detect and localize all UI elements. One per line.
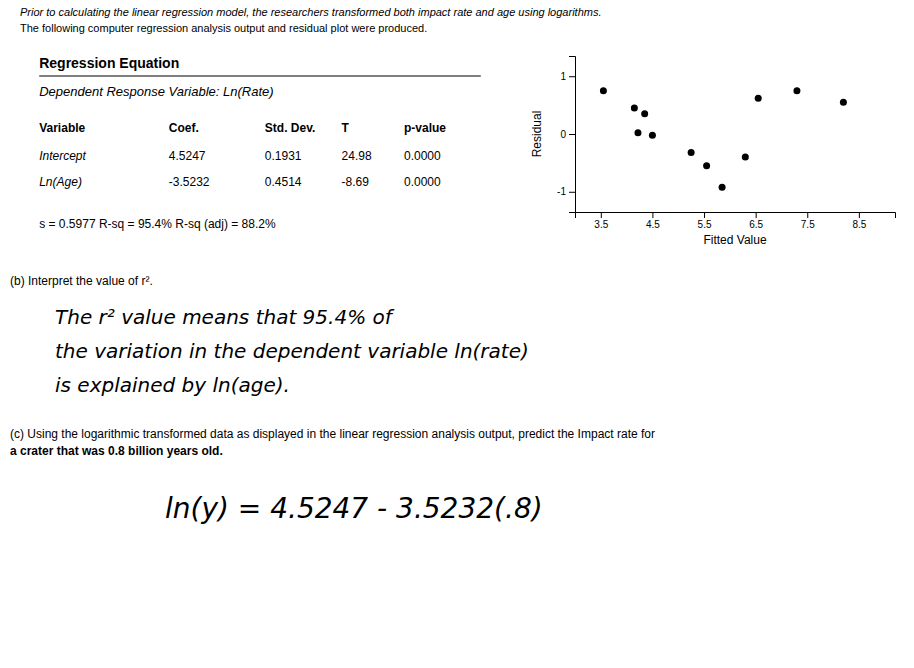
- tick: 4.5: [646, 212, 660, 230]
- question-part: (c) Using the logarithmic transformed da…: [10, 427, 655, 525]
- table-footer: s = 0.5977 R-sq = 95.4% R-sq (adj) = 88.…: [39, 217, 276, 231]
- tick-mark: [569, 192, 575, 193]
- title-underline: [39, 75, 481, 76]
- question-part: (b) Interpret the value of r². The r² val…: [10, 274, 529, 397]
- point: [631, 105, 638, 112]
- table-cell: Ln(Age): [39, 175, 82, 189]
- tick: 8.5: [852, 212, 866, 230]
- tick-label: 5.5: [698, 219, 712, 230]
- table-header: p-value: [404, 121, 446, 135]
- point: [742, 154, 749, 161]
- table-header: Coef.: [169, 121, 199, 135]
- tick: 0: [560, 129, 575, 140]
- axis-line: [569, 57, 576, 213]
- header-text: The following computer regression analys…: [20, 22, 427, 34]
- table-subtitle: Dependent Response Variable: Ln(Rate): [39, 84, 273, 99]
- tick-mark: [756, 212, 757, 218]
- table-cell: 0.4514: [265, 175, 302, 189]
- tick-label: 0: [560, 129, 566, 140]
- axis-line: [576, 213, 896, 219]
- residual-plot: 3.5 4.5 5.5 6.5 7.5 8.5 -1 0 1 Fitted Value Residu…: [530, 57, 896, 248]
- tick-mark: [652, 212, 653, 218]
- point: [755, 95, 762, 102]
- table-cell: 0.1931: [265, 149, 302, 163]
- y-axis-title: Residual: [530, 111, 544, 158]
- tick-label: 1: [560, 71, 566, 82]
- handwritten-answer: ln(y) = 4.5247 - 3.5232(.8): [165, 492, 543, 525]
- point: [649, 132, 656, 139]
- tick-label: -1: [557, 186, 566, 197]
- tick-mark: [569, 76, 575, 77]
- table-title: Regression Equation: [39, 55, 179, 71]
- table-cell: -8.69: [342, 175, 370, 189]
- point: [840, 99, 847, 106]
- point: [719, 184, 726, 191]
- figure: Prior to calculating the linear regressi…: [0, 0, 914, 668]
- tick-label: 3.5: [594, 219, 608, 230]
- table-header: Std. Dev.: [265, 121, 315, 135]
- tick-label: 7.5: [801, 219, 815, 230]
- header: Prior to calculating the linear regressi…: [20, 6, 601, 34]
- tick-mark: [807, 212, 808, 218]
- y-axis: -1 0 1: [557, 57, 575, 213]
- table-header: Variable: [39, 121, 85, 135]
- tick: -1: [557, 186, 575, 197]
- tick-label: 8.5: [852, 219, 866, 230]
- tick: 6.5: [749, 212, 763, 230]
- table-cell: 0.0000: [404, 149, 441, 163]
- point: [688, 149, 695, 156]
- tick-mark: [569, 134, 575, 135]
- x-axis: 3.5 4.5 5.5 6.5 7.5 8.5: [576, 212, 896, 230]
- tick: 7.5: [801, 212, 815, 230]
- point: [634, 129, 641, 136]
- question-label: (c) Using the logarithmic transformed da…: [10, 427, 655, 441]
- table-cell: Intercept: [39, 149, 86, 163]
- point: [641, 110, 648, 117]
- tick-mark: [601, 212, 602, 218]
- table-cell: 0.0000: [404, 175, 441, 189]
- point: [793, 87, 800, 94]
- table-cell: 24.98: [342, 149, 372, 163]
- tick: 1: [560, 71, 575, 82]
- tick-label: 6.5: [749, 219, 763, 230]
- table-cell: -3.5232: [169, 175, 210, 189]
- regression-table: Regression Equation Dependent Response Va…: [39, 55, 481, 231]
- header-text: Prior to calculating the linear regressi…: [20, 6, 601, 18]
- table-cell: 4.5247: [169, 149, 206, 163]
- point: [703, 162, 710, 169]
- question-label: (b) Interpret the value of r².: [10, 274, 153, 288]
- handwritten-answer: is explained by ln(age).: [55, 373, 290, 397]
- tick: 5.5: [698, 212, 712, 230]
- tick-mark: [859, 212, 860, 218]
- points: [600, 87, 847, 190]
- tick-mark: [704, 212, 705, 218]
- question-label: a crater that was 0.8 billion years old.: [10, 444, 223, 458]
- point: [600, 87, 607, 94]
- x-axis-title: Fitted Value: [703, 233, 766, 247]
- tick: 3.5: [594, 212, 608, 230]
- handwritten-answer: The r² value means that 95.4% of: [55, 305, 395, 329]
- table-header: T: [342, 121, 350, 135]
- tick-label: 4.5: [646, 219, 660, 230]
- handwritten-answer: the variation in the dependent variable …: [55, 339, 529, 363]
